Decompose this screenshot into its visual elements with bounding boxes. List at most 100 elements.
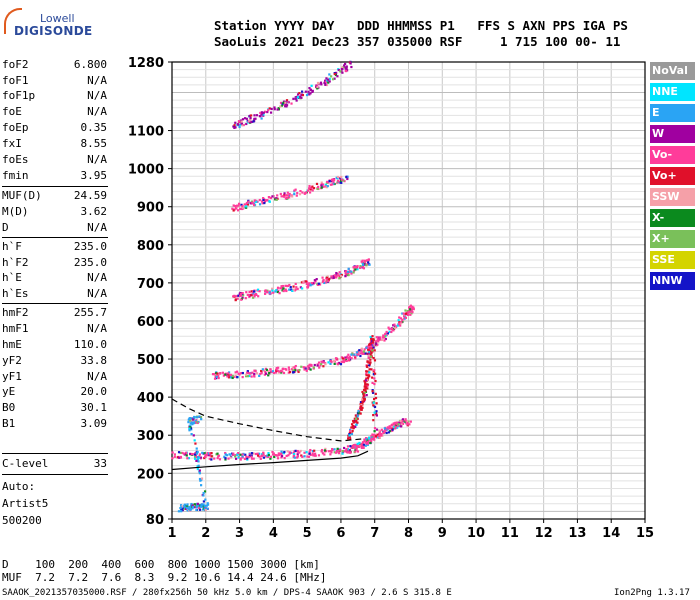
echo-dot	[324, 447, 327, 451]
echo-dot	[180, 510, 183, 513]
echo-dot	[206, 503, 210, 506]
x-tick-label: 4	[269, 526, 278, 541]
echo-dot	[334, 73, 338, 77]
echo-dot	[316, 85, 319, 89]
echo-dot	[248, 374, 251, 378]
profile-curve	[171, 398, 362, 442]
echo-dot	[177, 451, 181, 454]
echo-dot	[234, 299, 237, 302]
echo-dot	[246, 370, 249, 373]
echo-dot	[367, 372, 370, 375]
echo-dot	[269, 368, 272, 371]
echo-dot	[340, 175, 343, 179]
echo-dot	[258, 290, 261, 293]
echo-dot	[353, 353, 356, 356]
echo-dot	[206, 451, 209, 455]
echo-dot	[368, 348, 371, 352]
echo-dot	[288, 196, 291, 199]
profile-curve	[171, 450, 369, 471]
echo-dot	[398, 316, 401, 319]
param-separator	[2, 303, 108, 304]
param-value: N/A	[87, 74, 107, 87]
echo-dot	[236, 297, 239, 300]
echo-dot	[234, 374, 237, 377]
echo-dot	[321, 183, 325, 186]
echo-dot	[217, 374, 220, 378]
echo-dot	[309, 448, 312, 452]
echo-dot	[372, 357, 375, 360]
echo-dot	[356, 442, 359, 445]
digisonde-logo-arc-icon	[4, 8, 22, 34]
echo-dot	[194, 420, 197, 423]
echo-dot	[272, 371, 276, 375]
echo-dot	[299, 95, 302, 98]
echo-dot	[194, 421, 197, 424]
echo-dot	[394, 426, 397, 429]
echo-dot	[352, 426, 355, 429]
echo-dot	[332, 276, 335, 279]
echo-dot	[328, 73, 331, 76]
echo-dot	[302, 280, 305, 283]
echo-dot	[316, 87, 319, 90]
echo-dot	[246, 458, 249, 461]
echo-dot	[383, 427, 386, 430]
param-value: N/A	[87, 105, 107, 118]
echo-dot	[350, 426, 353, 429]
echo-dot	[280, 450, 283, 453]
echo-dot	[359, 408, 363, 411]
echo-dot	[329, 450, 332, 453]
y-tick-label: 1100	[128, 125, 164, 140]
echo-dot	[371, 433, 374, 436]
echo-dot	[308, 191, 312, 194]
echo-dot	[274, 198, 277, 201]
echo-dot	[284, 104, 287, 107]
param-name: fxI	[2, 137, 22, 150]
echo-dot	[284, 367, 287, 371]
echo-dot	[350, 446, 353, 449]
echo-dot	[391, 328, 394, 331]
echo-dot	[399, 322, 402, 325]
echo-dot	[236, 375, 239, 379]
echo-dot	[360, 403, 363, 407]
echo-dot	[365, 346, 368, 349]
echo-dot	[371, 376, 374, 379]
echo-dot	[368, 364, 371, 367]
echo-dot	[367, 258, 370, 262]
echo-dot	[337, 452, 341, 455]
echo-dot	[410, 312, 413, 315]
param-value: 3.95	[80, 169, 108, 182]
echo-dot	[373, 382, 376, 386]
echo-dot	[229, 376, 233, 379]
echo-dot	[370, 440, 373, 443]
echo-dot	[238, 125, 241, 129]
legend-item: W	[650, 125, 695, 143]
echo-dot	[340, 273, 343, 277]
echo-dot	[354, 357, 357, 360]
param-name: foF1	[2, 74, 29, 87]
echo-dot	[406, 423, 409, 426]
echo-dot	[310, 364, 313, 367]
echo-dot	[322, 365, 325, 368]
echo-dot	[404, 316, 408, 319]
echo-dot	[341, 452, 344, 455]
echo-dot	[299, 449, 302, 453]
echo-dot	[179, 455, 182, 459]
echo-dot	[364, 438, 368, 441]
echo-dot	[346, 272, 350, 275]
echo-dot	[366, 364, 369, 367]
echo-dot	[254, 452, 258, 456]
echo-dot	[341, 66, 344, 69]
legend-item: X+	[650, 230, 695, 248]
echo-dot	[263, 200, 266, 203]
echo-dot	[288, 451, 291, 454]
echo-dot	[326, 278, 329, 281]
echo-dot	[189, 426, 192, 429]
param-value: 110.0	[73, 338, 107, 351]
echo-dot	[193, 418, 196, 422]
echo-dot	[193, 453, 197, 456]
echo-dot	[359, 412, 362, 415]
echo-dot	[241, 375, 244, 379]
echo-dot	[364, 387, 367, 391]
echo-dot	[227, 372, 230, 375]
echo-dot	[374, 379, 377, 383]
